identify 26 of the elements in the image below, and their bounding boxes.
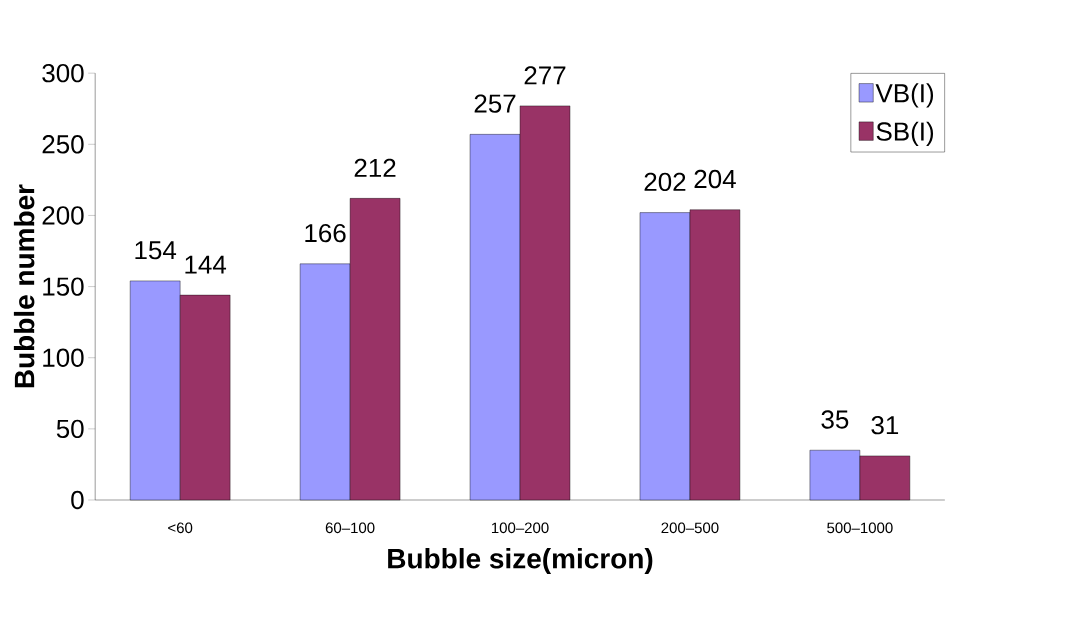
data-label: 154	[135, 241, 177, 260]
x-tick-label: 500–1000	[827, 522, 893, 534]
x-axis-title: Bubble size(micron)	[388, 547, 653, 575]
x-tick-label: 100–200	[491, 522, 549, 534]
data-label: 35	[821, 410, 849, 429]
legend-label: VB(I)	[875, 83, 934, 108]
y-tick-label: 200	[42, 206, 84, 225]
y-tick-label: 0	[71, 490, 84, 510]
data-label: 257	[474, 94, 516, 113]
y-tick-label: 250	[42, 135, 84, 154]
data-label: 31	[871, 415, 899, 435]
x-tick-label: 60–100	[325, 522, 375, 534]
x-tick-label: <60	[168, 522, 193, 534]
y-tick-label: 50	[56, 419, 84, 438]
data-label: 144	[185, 255, 227, 274]
y-tick-label: 300	[42, 63, 84, 83]
data-label: 202	[644, 172, 686, 191]
data-label: 204	[694, 169, 736, 189]
data-label: 166	[305, 223, 346, 243]
data-label: 277	[524, 66, 566, 85]
x-tick-label: 200–500	[661, 522, 719, 534]
y-axis-title: Bubble number	[13, 184, 35, 388]
y-tick-label: 150	[43, 277, 84, 296]
data-label: 212	[354, 158, 396, 177]
y-tick-label: 100	[43, 348, 84, 367]
legend-label: SB(I)	[876, 121, 934, 146]
